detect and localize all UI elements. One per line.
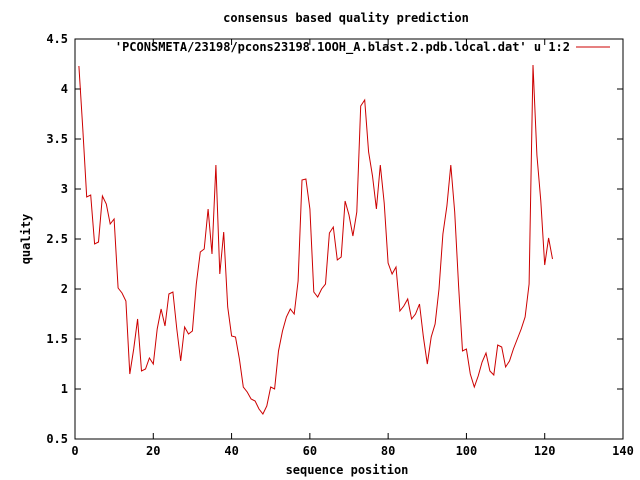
y-tick-label: 2.5 bbox=[46, 232, 68, 246]
series-line bbox=[78, 64, 553, 415]
x-tick-label: 100 bbox=[456, 444, 478, 458]
x-tick-label: 140 bbox=[612, 444, 634, 458]
chart-title: consensus based quality prediction bbox=[223, 11, 469, 25]
y-tick-label: 4 bbox=[61, 82, 68, 96]
y-tick-label: 3.5 bbox=[46, 132, 68, 146]
x-axis-label: sequence position bbox=[286, 463, 409, 477]
x-tick-label: 120 bbox=[534, 444, 556, 458]
x-tick-label: 20 bbox=[146, 444, 160, 458]
x-axis-ticks: 0 20 40 60 80 100 120 140 bbox=[71, 39, 634, 458]
y-tick-label: 3 bbox=[61, 182, 68, 196]
plot-frame bbox=[74, 38, 624, 440]
legend: 'PCONSMETA/23198/pcons23198.1OOH_A.blast… bbox=[115, 40, 610, 55]
x-tick-label: 60 bbox=[303, 444, 317, 458]
y-tick-label: 2 bbox=[61, 282, 68, 296]
y-tick-label: 1 bbox=[61, 382, 68, 396]
x-tick-label: 80 bbox=[381, 444, 395, 458]
y-tick-label: 1.5 bbox=[46, 332, 68, 346]
legend-series-label: 'PCONSMETA/23198/pcons23198.1OOH_A.blast… bbox=[115, 40, 570, 55]
y-tick-label: 0.5 bbox=[46, 432, 68, 446]
y-axis-ticks: 0.5 1 1.5 2 2.5 3 3.5 4 4.5 bbox=[46, 32, 623, 446]
x-tick-label: 40 bbox=[224, 444, 238, 458]
x-tick-label: 0 bbox=[71, 444, 78, 458]
y-tick-label: 4.5 bbox=[46, 32, 68, 46]
y-axis-label: quality bbox=[19, 214, 33, 265]
